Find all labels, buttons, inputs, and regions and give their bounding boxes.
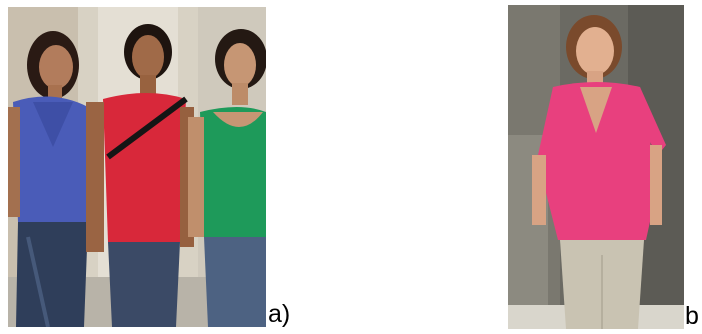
photo-panel-b bbox=[508, 5, 684, 329]
woman-pink-blouse-photo bbox=[508, 5, 684, 329]
panel-a-label: a) bbox=[268, 300, 291, 328]
panel-b-label: b bbox=[685, 302, 699, 330]
photo-panel-a bbox=[8, 7, 266, 327]
three-women-photo bbox=[8, 7, 266, 327]
